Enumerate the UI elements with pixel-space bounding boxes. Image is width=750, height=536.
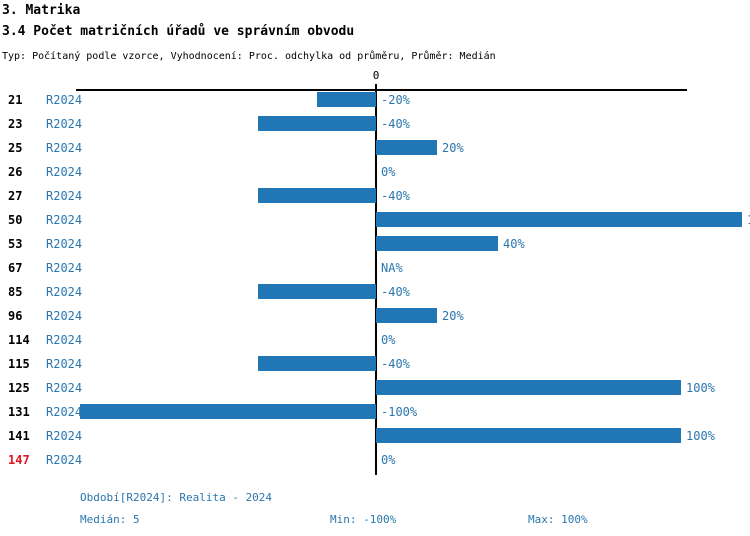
row-period-label: R2024 <box>46 357 83 371</box>
chart-row: 131 R2024 -100% <box>0 400 750 424</box>
row-period-label: R2024 <box>46 405 83 419</box>
chart-row: 147 R2024 0% <box>0 448 750 472</box>
chart-row: 25 R2024 20% <box>0 136 750 160</box>
chart-row: 114 R2024 0% <box>0 328 750 352</box>
row-period-label: R2024 <box>46 429 83 443</box>
row-value-label: -40% <box>381 285 410 299</box>
row-category-label: 21 <box>8 93 23 107</box>
chart-title: 3.4 Počet matričních úřadů ve správním o… <box>2 24 355 39</box>
row-period-label: R2024 <box>46 261 83 275</box>
row-bar <box>80 404 376 419</box>
row-category-label: 115 <box>8 357 30 371</box>
chart-row: 50 R2024 120% <box>0 208 750 232</box>
row-category-label: 26 <box>8 165 23 179</box>
row-period-label: R2024 <box>46 237 83 251</box>
row-category-label: 50 <box>8 213 23 227</box>
row-category-label: 131 <box>8 405 30 419</box>
row-value-label: 0% <box>381 165 396 179</box>
row-bar <box>376 380 681 395</box>
row-category-label: 25 <box>8 141 23 155</box>
row-bar <box>376 428 681 443</box>
chart-subtitle: Typ: Počítaný podle vzorce, Vyhodnocení:… <box>2 51 496 62</box>
row-period-label: R2024 <box>46 165 83 179</box>
chart-row: 115 R2024 -40% <box>0 352 750 376</box>
footer-period: Období[R2024]: Realita - 2024 <box>80 491 273 504</box>
row-category-label: 27 <box>8 189 23 203</box>
chart-row: 21 R2024 -20% <box>0 88 750 112</box>
row-value-label: -40% <box>381 357 410 371</box>
row-value-label: -20% <box>381 93 410 107</box>
row-value-label: 20% <box>442 309 464 323</box>
row-value-label: 20% <box>442 141 464 155</box>
row-category-label: 23 <box>8 117 23 131</box>
chart-row: 125 R2024 100% <box>0 376 750 400</box>
row-value-label: 100% <box>686 381 715 395</box>
axis-top-line <box>76 89 687 91</box>
row-bar <box>258 188 376 203</box>
chart-row: 26 R2024 0% <box>0 160 750 184</box>
row-period-label: R2024 <box>46 141 83 155</box>
footer-min: Min: -100% <box>330 513 397 526</box>
footer-median: Medián: 5 <box>80 513 140 526</box>
chart-row: 53 R2024 40% <box>0 232 750 256</box>
row-value-label: 0% <box>381 453 396 467</box>
row-category-label: 125 <box>8 381 30 395</box>
axis-zero-label: 0 <box>372 69 380 82</box>
row-category-label: 147 <box>8 453 30 467</box>
row-category-label: 114 <box>8 333 30 347</box>
row-value-label: NA% <box>381 261 403 275</box>
row-period-label: R2024 <box>46 285 83 299</box>
row-period-label: R2024 <box>46 453 83 467</box>
row-bar <box>258 116 376 131</box>
row-category-label: 96 <box>8 309 23 323</box>
section-title: 3. Matrika <box>2 3 81 18</box>
row-bar <box>258 356 376 371</box>
row-bar <box>376 140 437 155</box>
row-bar <box>317 92 376 107</box>
row-period-label: R2024 <box>46 117 83 131</box>
chart-row: 23 R2024 -40% <box>0 112 750 136</box>
row-category-label: 141 <box>8 429 30 443</box>
row-category-label: 53 <box>8 237 23 251</box>
row-period-label: R2024 <box>46 381 83 395</box>
footer-max: Max: 100% <box>528 513 588 526</box>
axis-zero-line <box>375 84 377 475</box>
row-bar <box>376 212 742 227</box>
row-value-label: 120% <box>747 208 750 232</box>
row-value-label: -40% <box>381 189 410 203</box>
row-value-label: 40% <box>503 237 525 251</box>
row-value-label: -40% <box>381 117 410 131</box>
row-period-label: R2024 <box>46 213 83 227</box>
row-period-label: R2024 <box>46 93 83 107</box>
row-category-label: 85 <box>8 285 23 299</box>
chart-row: 141 R2024 100% <box>0 424 750 448</box>
row-category-label: 67 <box>8 261 23 275</box>
row-bar <box>376 308 437 323</box>
row-value-label: 100% <box>686 429 715 443</box>
row-period-label: R2024 <box>46 309 83 323</box>
row-value-label: 0% <box>381 333 396 347</box>
row-period-label: R2024 <box>46 189 83 203</box>
chart-row: 27 R2024 -40% <box>0 184 750 208</box>
row-value-label: -100% <box>381 405 418 419</box>
row-bar <box>258 284 376 299</box>
row-bar <box>376 236 498 251</box>
row-period-label: R2024 <box>46 333 83 347</box>
chart-row: 85 R2024 -40% <box>0 280 750 304</box>
chart-row: 96 R2024 20% <box>0 304 750 328</box>
chart-row: 67 R2024 NA% <box>0 256 750 280</box>
